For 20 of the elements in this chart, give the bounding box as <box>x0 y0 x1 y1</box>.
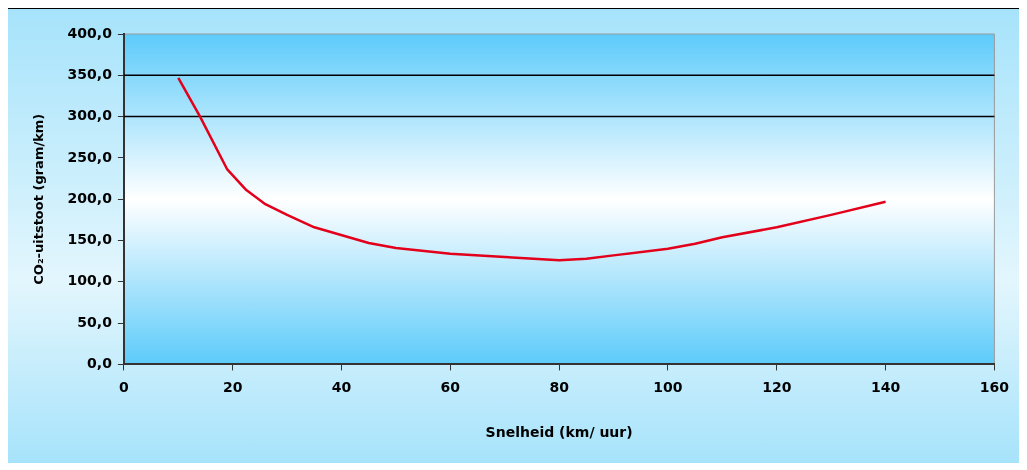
x-tick-label: 80 <box>549 379 570 396</box>
x-tick-label: 60 <box>440 379 461 396</box>
x-tick-label: 160 <box>979 379 1010 396</box>
x-tick-label: 140 <box>870 379 901 396</box>
x-tick-label: 20 <box>222 379 243 396</box>
y-tick-label: 0,0 <box>87 355 113 372</box>
y-tick-label: 100,0 <box>67 272 113 289</box>
y-tick-label: 150,0 <box>67 231 113 248</box>
x-tick-label: 100 <box>653 379 683 396</box>
x-tick-label: 120 <box>762 379 792 396</box>
y-tick-label: 50,0 <box>77 313 113 330</box>
y-axis-title: CO₂-uitstoot (gram/km) <box>31 113 47 285</box>
x-tick-label: 40 <box>331 379 352 396</box>
y-tick-label: 350,0 <box>67 65 113 82</box>
x-tick-label: 0 <box>119 379 130 396</box>
x-axis-title: Snelheid (km/ uur) <box>485 424 633 441</box>
y-tick-label: 300,0 <box>67 107 113 124</box>
y-tick-label: 250,0 <box>67 148 113 165</box>
y-tick-label: 400,0 <box>67 24 113 41</box>
y-tick-label: 200,0 <box>67 189 113 206</box>
